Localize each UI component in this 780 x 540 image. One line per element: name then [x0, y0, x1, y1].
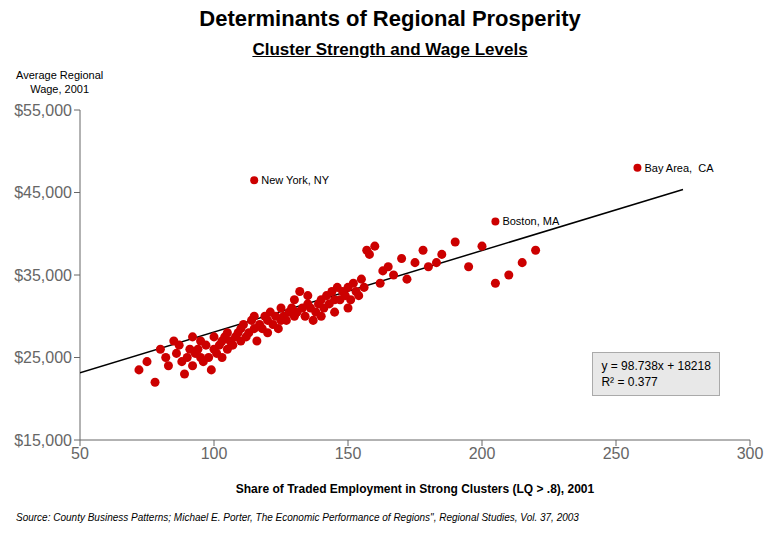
html-text:Share of Traded Employment in: Share of Traded Employment in Strong Clu…	[235, 482, 595, 496]
svg-text:100: 100	[201, 445, 228, 462]
html-text:y = 98.738x + 18218: y = 98.738x + 18218	[601, 359, 711, 373]
svg-text:250: 250	[603, 445, 630, 462]
svg-text:150: 150	[335, 445, 362, 462]
svg-text:$25,000: $25,000	[14, 349, 72, 366]
html-text:Cluster Strength and Wage Leve: Cluster Strength and Wage Levels	[252, 40, 528, 59]
svg-text:$35,000: $35,000	[14, 267, 72, 284]
svg-text:300: 300	[737, 445, 764, 462]
svg-text:Bay Area, CA: Bay Area, CA	[644, 162, 714, 174]
svg-text:$45,000: $45,000	[14, 184, 72, 201]
html-text:R² = 0.377: R² = 0.377	[601, 375, 658, 389]
svg-text:Boston, MA: Boston, MA	[502, 215, 560, 227]
svg-text:$55,000: $55,000	[14, 102, 72, 119]
html-text:Determinants of Regional Prosp: Determinants of Regional Prosperity	[199, 6, 581, 31]
svg-text:50: 50	[71, 445, 89, 462]
html-text:Source: County Business Patter: Source: County Business Patterns; Michae…	[16, 512, 579, 523]
svg-text:New York, NY: New York, NY	[261, 174, 330, 186]
html-text:Average Regional Wage, 2001: Average Regional Wage, 2001	[16, 69, 104, 95]
svg-text:$15,000: $15,000	[14, 432, 72, 449]
svg-text:200: 200	[469, 445, 496, 462]
